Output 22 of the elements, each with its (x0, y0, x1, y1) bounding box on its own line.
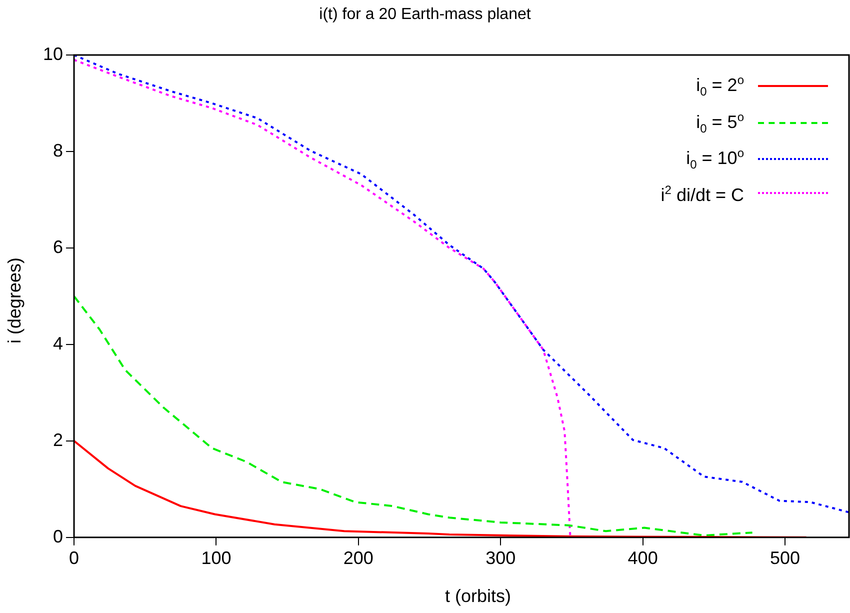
y-tick-label: 10 (42, 44, 64, 64)
x-axis-title: t (orbits) (444, 586, 512, 607)
x-tick-label: 300 (486, 548, 516, 568)
y-tick-label: 4 (53, 333, 64, 354)
x-tick-label: 0 (69, 548, 80, 568)
y-tick-label: 0 (53, 526, 64, 546)
line-series (74, 55, 849, 514)
y-axis-title: i (degrees) (4, 256, 26, 346)
legend-label: i$_{0}$ = 10$^{o}$ (686, 145, 744, 174)
legend-label: i$^{2}$ di/dt = C (660, 182, 744, 207)
x-tick-label: 500 (770, 548, 800, 568)
x-tick-label: 200 (343, 548, 374, 568)
y-tick-label: 6 (53, 236, 64, 257)
legend-label: i$_{0}$ = 2$^{o}$ (696, 72, 744, 101)
x-tick-label: 100 (201, 548, 232, 568)
chart-title: i(t) for a 20 Earth-mass planet (318, 6, 532, 24)
x-tick-label: 400 (628, 548, 658, 568)
line-series (74, 58, 572, 538)
y-tick-label: 2 (53, 430, 64, 450)
line-series (74, 295, 754, 536)
legend-label: i$_{0}$ = 5$^{o}$ (696, 108, 744, 138)
y-tick-label: 8 (53, 140, 64, 160)
